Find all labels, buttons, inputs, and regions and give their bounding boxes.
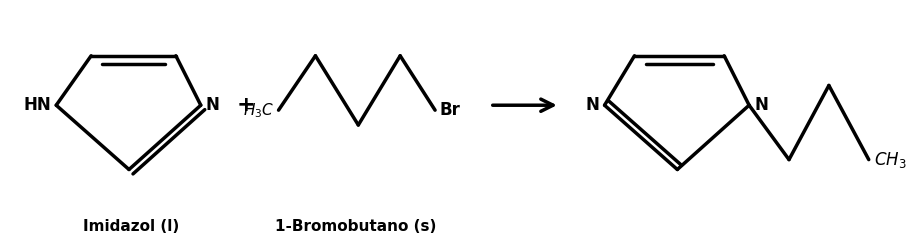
Text: +: + <box>236 95 255 115</box>
Text: HN: HN <box>24 96 51 114</box>
Text: Imidazol (l): Imidazol (l) <box>83 219 179 234</box>
Text: 1-Bromobutano (s): 1-Bromobutano (s) <box>275 219 436 234</box>
Text: $CH_3$: $CH_3$ <box>874 150 906 170</box>
Text: N: N <box>754 96 768 114</box>
Text: Br: Br <box>439 101 460 119</box>
Text: $H_3C$: $H_3C$ <box>244 101 275 119</box>
Text: N: N <box>585 96 599 114</box>
Text: N: N <box>206 96 220 114</box>
